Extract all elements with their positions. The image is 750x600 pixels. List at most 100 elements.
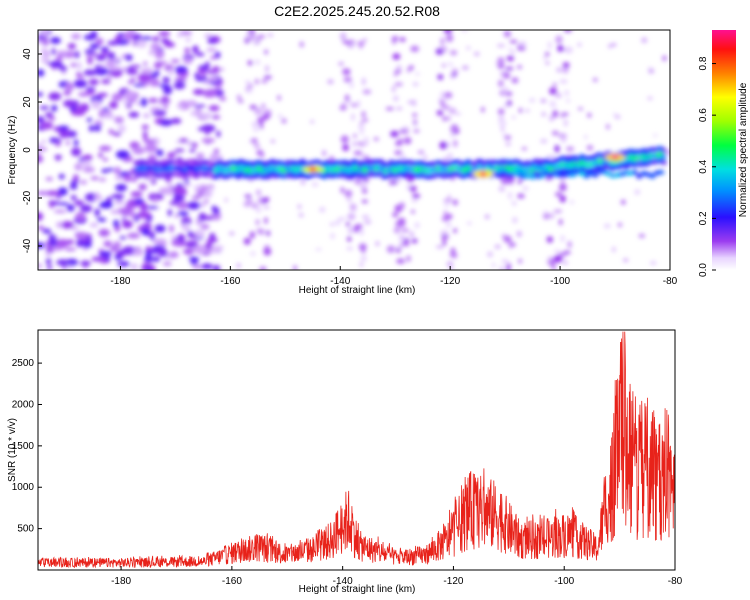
heatmap-cell [385, 107, 394, 111]
heatmap-cell [207, 238, 213, 245]
heatmap-cell [151, 111, 163, 116]
heatmap-cell [40, 48, 48, 52]
heatmap-cell [389, 180, 394, 186]
heatmap-cell [660, 153, 667, 159]
heatmap-cell [264, 49, 268, 55]
heatmap-cell [115, 150, 130, 159]
heatmap-cell [206, 47, 217, 53]
heatmap-cell [509, 40, 518, 44]
heatmap-cell [315, 248, 322, 251]
heatmap-cell [130, 191, 143, 198]
heatmap-cell [449, 133, 455, 138]
heatmap-cell [353, 224, 360, 233]
heatmap-cell [400, 128, 405, 134]
heatmap-cell [511, 115, 516, 119]
heatmap-cell [557, 44, 564, 52]
heatmap-cell [103, 240, 113, 248]
heatmap-cell [254, 59, 261, 65]
heatmap-cell [141, 227, 150, 236]
heatmap-cell [99, 201, 113, 209]
heatmap-cell [362, 38, 368, 42]
snr-x-tick-label: -80 [668, 576, 683, 587]
heatmap-cell [94, 208, 101, 217]
heatmap-cell [362, 89, 372, 95]
heatmap-cell [256, 228, 262, 234]
heatmap-cell [229, 232, 235, 235]
heatmap-cell [162, 85, 173, 95]
heatmap-cell [125, 202, 135, 212]
heatmap-cell [277, 114, 283, 119]
heatmap-cell [487, 251, 493, 258]
heatmap-cell [140, 67, 154, 76]
heatmap-cell [148, 193, 154, 201]
heatmap-cell [162, 76, 170, 84]
heatmap-cell [556, 67, 563, 73]
heatmap-cell [394, 82, 404, 87]
heatmap-cell [264, 217, 268, 224]
heatmap-cell [342, 40, 349, 44]
heatmap-cell [511, 77, 519, 84]
heatmap-cell [156, 152, 164, 157]
heatmap-cell [185, 36, 191, 43]
heatmap-cell [184, 178, 190, 184]
heatmap-cell [361, 110, 366, 118]
heatmap-cell [143, 138, 156, 145]
heatmap-cell [39, 105, 50, 110]
heatmap-cell [342, 144, 350, 152]
heatmap-cell [559, 218, 563, 226]
heatmap-cell [174, 213, 180, 219]
heatmap-cell [413, 129, 420, 133]
heatmap-cell [237, 99, 244, 104]
heatmap-cell [551, 264, 556, 270]
heatmap-cell [98, 152, 103, 158]
heatmap-cell [293, 265, 297, 270]
heatmap-cell [105, 60, 116, 68]
heatmap-cell [201, 263, 213, 270]
heatmap-cell [356, 99, 361, 108]
heatmap-cell [650, 261, 657, 265]
heatmap-cell [57, 125, 70, 131]
heatmap-cell [245, 80, 251, 85]
heatmap-cell [403, 137, 412, 145]
heatmap-cell [206, 250, 212, 254]
heatmap-cell [87, 55, 93, 65]
heatmap-cell [134, 198, 145, 204]
heatmap-cell [394, 69, 402, 74]
heatmap-cell [184, 222, 190, 230]
heatmap-cell [206, 70, 215, 74]
heatmap-cell [113, 200, 126, 205]
heatmap-cell [399, 37, 406, 42]
heatmap-cell [189, 110, 202, 116]
heatmap-cell [577, 42, 582, 47]
heatmap-cell [437, 74, 444, 80]
heatmap-cell [505, 66, 514, 71]
heatmap-cell [510, 49, 515, 55]
heatmap-cell [143, 255, 154, 263]
heatmap-cell [539, 173, 546, 179]
heatmap-cell [153, 62, 163, 69]
heatmap-cell [587, 112, 592, 118]
heatmap-cell [452, 72, 457, 77]
heatmap-cell [192, 88, 205, 96]
heatmap-cell [447, 62, 454, 67]
heatmap-cell [263, 109, 272, 115]
heatmap-cell [146, 205, 159, 210]
heatmap-cell [219, 96, 227, 101]
heatmap-cell [411, 199, 418, 203]
heatmap-cell [564, 90, 569, 96]
heatmap-cell [503, 30, 512, 38]
heatmap-cell [347, 236, 352, 242]
heatmap-cell [191, 142, 198, 148]
heatmap-cell [445, 213, 453, 220]
heatmap-x-ticks: -180 -160 -140 -120 -100 -80 [110, 266, 678, 287]
heatmap-cell [94, 124, 101, 132]
heatmap-cell [330, 233, 335, 239]
heatmap-cell [596, 169, 603, 175]
heatmap-cell [149, 78, 160, 87]
heatmap-cell [45, 258, 52, 265]
heatmap-cell [516, 230, 522, 238]
heatmap-cell [417, 150, 425, 155]
heatmap-cell [88, 124, 95, 132]
heatmap-cell [406, 255, 411, 262]
heatmap-cell [354, 178, 362, 185]
